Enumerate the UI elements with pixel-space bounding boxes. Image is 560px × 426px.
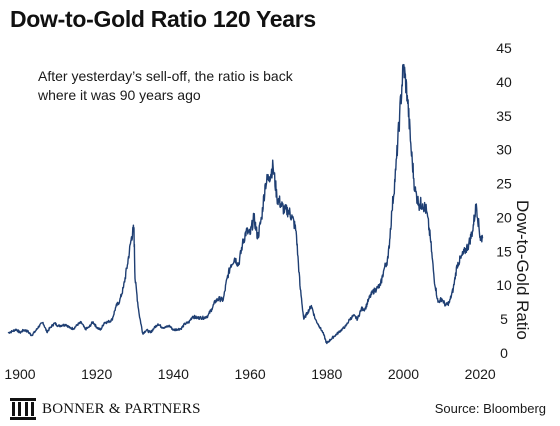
x-tick-label: 1920 [81,366,112,382]
source-note: Source: Bloomberg [434,401,546,416]
y-tick-label: 40 [496,74,512,90]
y-tick-label: 0 [500,345,508,361]
y-tick-label: 45 [496,40,512,56]
y-axis-label: Dow-to-Gold Ratio [513,200,532,340]
x-tick-label: 2020 [465,366,496,382]
y-tick-label: 15 [496,243,512,259]
y-tick-label: 5 [500,311,508,327]
y-tick-label: 30 [496,142,512,158]
chart-title: Dow-to-Gold Ratio 120 Years [10,6,316,32]
y-tick-label: 20 [496,209,512,225]
y-tick-label: 35 [496,108,512,124]
brand-logo: BONNER & PARTNERS [10,398,201,420]
y-tick-label: 10 [496,277,512,293]
x-tick-label: 1940 [158,366,189,382]
brand-name: BONNER & PARTNERS [42,400,201,417]
columns-building-icon [10,398,36,420]
x-axis: 1900 1920 1940 1960 1980 2000 2020 [4,366,496,382]
x-tick-label: 1900 [4,366,35,382]
x-tick-label: 1980 [311,366,342,382]
series-line-dow-to-gold [7,63,484,345]
y-axis: 0 5 10 15 20 25 30 35 40 45 [496,40,512,361]
y-tick-label: 25 [496,176,512,192]
chart-annotation: After yesterday’s sell-off, the ratio is… [38,68,293,103]
x-tick-label: 1960 [235,366,266,382]
x-tick-label: 2000 [388,366,419,382]
